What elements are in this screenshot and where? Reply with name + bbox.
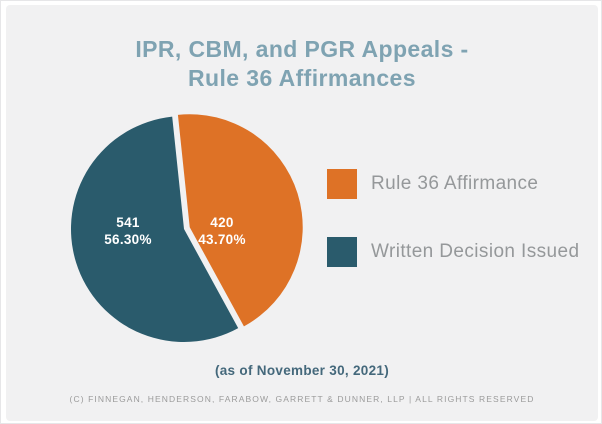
pie-chart: [70, 114, 303, 343]
legend-item-rule-36-affirmance: Rule 36 Affirmance: [327, 168, 587, 199]
slice-label-rule-36-affirmance: 420 43.70%: [198, 214, 246, 248]
copyright-line: (C) FINNEGAN, HENDERSON, FARABOW, GARRET…: [69, 394, 535, 404]
slice-label-written-decision-issued: 541 56.30%: [104, 214, 152, 248]
chart-title-line-2: Rule 36 Affirmances: [188, 65, 416, 91]
chart-title: IPR, CBM, and PGR Appeals - Rule 36 Affi…: [6, 35, 598, 93]
pie-slice-rule-36-affirmance: [177, 114, 303, 327]
legend-label: Written Decision Issued: [371, 240, 580, 262]
legend-item-written-decision-issued: Written Decision Issued: [327, 236, 587, 267]
chart-title-line-1: IPR, CBM, and PGR Appeals -: [135, 36, 469, 62]
pie-slice-written-decision-issued: [70, 116, 239, 343]
chart-card: IPR, CBM, and PGR Appeals - Rule 36 Affi…: [6, 5, 598, 421]
slice-percent: 43.70%: [198, 232, 246, 247]
slice-percent: 56.30%: [104, 232, 152, 247]
slice-value: 541: [116, 215, 140, 230]
legend-swatch-teal-icon: [327, 236, 357, 267]
legend-swatch-orange-icon: [327, 168, 357, 199]
as-of-date-note: (as of November 30, 2021): [214, 363, 390, 378]
slice-value: 420: [210, 215, 234, 230]
chart-legend: Rule 36 Affirmance Written Decision Issu…: [327, 168, 587, 267]
legend-label: Rule 36 Affirmance: [371, 172, 539, 194]
